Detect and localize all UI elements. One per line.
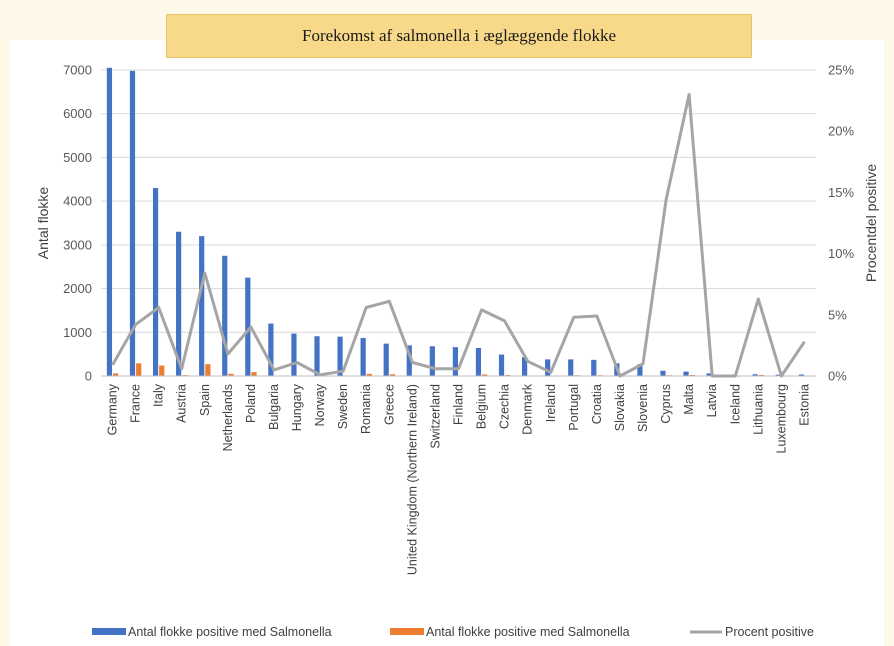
- x-tick-label: United Kingdom (Northern Ireland): [405, 384, 419, 575]
- legend-swatch-blue: [92, 628, 126, 635]
- bar-blue-30: [798, 374, 804, 376]
- bar-orange-25: [689, 374, 695, 376]
- legend-label-blue: Antal flokke positive med Salmonella: [128, 625, 332, 639]
- x-tick-label: Sweden: [336, 384, 350, 429]
- x-tick-label: Slovenia: [636, 384, 650, 432]
- bar-orange-16: [482, 374, 488, 376]
- x-tick-label: Spain: [198, 384, 212, 416]
- bar-blue-13: [406, 345, 412, 376]
- y-tick-label: 1000: [63, 325, 92, 340]
- bar-blue-5: [222, 255, 228, 376]
- bar-blue-15: [452, 347, 458, 376]
- x-tick-label: Cyprus: [659, 384, 673, 424]
- bar-blue-28: [752, 374, 758, 376]
- y-axis-title: Antal flokke: [35, 187, 51, 260]
- bar-blue-1: [129, 70, 136, 377]
- bar-blue-21: [591, 359, 597, 376]
- x-tick-label: Czechia: [498, 384, 512, 429]
- bar-blue-12: [383, 343, 389, 376]
- x-tick-label: Netherlands: [221, 384, 235, 451]
- x-tick-label: Ireland: [544, 384, 558, 422]
- x-tick-label: Malta: [682, 384, 696, 415]
- bar-blue-16: [475, 348, 482, 376]
- bar-blue-14: [429, 346, 435, 376]
- bar-blue-2: [152, 188, 159, 376]
- bar-blue-23: [637, 364, 643, 376]
- bar-blue-0: [106, 67, 113, 377]
- y2-tick-label: 25%: [828, 63, 854, 78]
- x-tick-label: Luxembourg: [774, 384, 788, 454]
- bar-orange-12: [389, 374, 396, 376]
- bar-orange-28: [758, 374, 765, 376]
- y2-tick-label: 10%: [828, 246, 854, 261]
- x-tick-label: Portugal: [567, 384, 581, 431]
- bar-orange-2: [159, 365, 165, 376]
- bar-blue-6: [245, 277, 251, 376]
- bar-blue-10: [337, 336, 343, 376]
- bar-blue-24: [660, 370, 666, 376]
- y-tick-label: 6000: [63, 106, 92, 121]
- chart-title: Forekomst af salmonella i æglæggende flo…: [166, 14, 752, 58]
- bar-blue-20: [568, 359, 574, 376]
- y2-tick-label: 5%: [828, 307, 847, 322]
- line-procent-positive: [111, 93, 806, 378]
- x-tick-label: Romania: [359, 384, 373, 434]
- bar-blue-17: [498, 354, 505, 376]
- bar-orange-0: [113, 373, 119, 376]
- legend-label-orange: Antal flokke positive med Salmonella: [426, 625, 630, 639]
- x-tick-label: Slovakia: [613, 384, 627, 431]
- x-tick-label: Lithuania: [751, 384, 765, 435]
- y-tick-label: 2000: [63, 281, 92, 296]
- bar-blue-3: [176, 231, 182, 376]
- y-tick-label: 0: [85, 369, 92, 384]
- x-tick-label: France: [129, 384, 143, 423]
- bar-blue-8: [291, 333, 297, 376]
- bar-blue-4: [199, 236, 205, 376]
- x-tick-label: Hungary: [290, 383, 304, 431]
- x-tick-label: Finland: [452, 384, 466, 425]
- x-tick-label: Germany: [106, 383, 120, 435]
- y2-tick-label: 20%: [828, 124, 854, 139]
- bar-blue-29: [775, 374, 781, 376]
- bar-blue-19: [545, 359, 551, 376]
- x-tick-label: Belgium: [475, 384, 489, 429]
- y-tick-label: 7000: [63, 63, 92, 78]
- x-tick-label: Bulgaria: [267, 384, 281, 430]
- bar-orange-4: [205, 364, 211, 376]
- y-tick-label: 4000: [63, 194, 92, 209]
- x-tick-label: Croatia: [590, 384, 604, 424]
- x-tick-label: Estonia: [797, 384, 811, 426]
- x-tick-label: Norway: [313, 383, 327, 426]
- y-tick-label: 3000: [63, 237, 92, 252]
- bar-blue-18: [521, 357, 528, 376]
- legend-swatch-orange: [390, 628, 424, 635]
- x-tick-label: Denmark: [521, 383, 535, 434]
- bar-blue-7: [268, 323, 274, 376]
- x-tick-label: Switzerland: [428, 384, 442, 449]
- bar-orange-1: [136, 363, 142, 376]
- x-tick-label: Poland: [244, 384, 258, 423]
- bar-blue-26: [706, 373, 712, 376]
- x-tick-label: Iceland: [728, 384, 742, 424]
- x-tick-label: Austria: [175, 384, 189, 423]
- y2-axis-title: Procentdel positive: [863, 164, 879, 283]
- bar-blue-11: [360, 337, 366, 376]
- y-tick-label: 5000: [63, 150, 92, 165]
- legend-label-line: Procent positive: [725, 625, 814, 639]
- bar-blue-25: [683, 371, 689, 376]
- y2-tick-label: 15%: [828, 185, 854, 200]
- x-tick-label: Italy: [152, 383, 166, 407]
- bar-orange-6: [251, 372, 257, 376]
- x-tick-label: Latvia: [705, 384, 719, 417]
- y2-tick-label: 0%: [828, 369, 847, 384]
- x-tick-label: Greece: [382, 384, 396, 425]
- bar-blue-9: [314, 336, 320, 376]
- bar-orange-11: [366, 373, 372, 376]
- bar-orange-5: [228, 373, 234, 376]
